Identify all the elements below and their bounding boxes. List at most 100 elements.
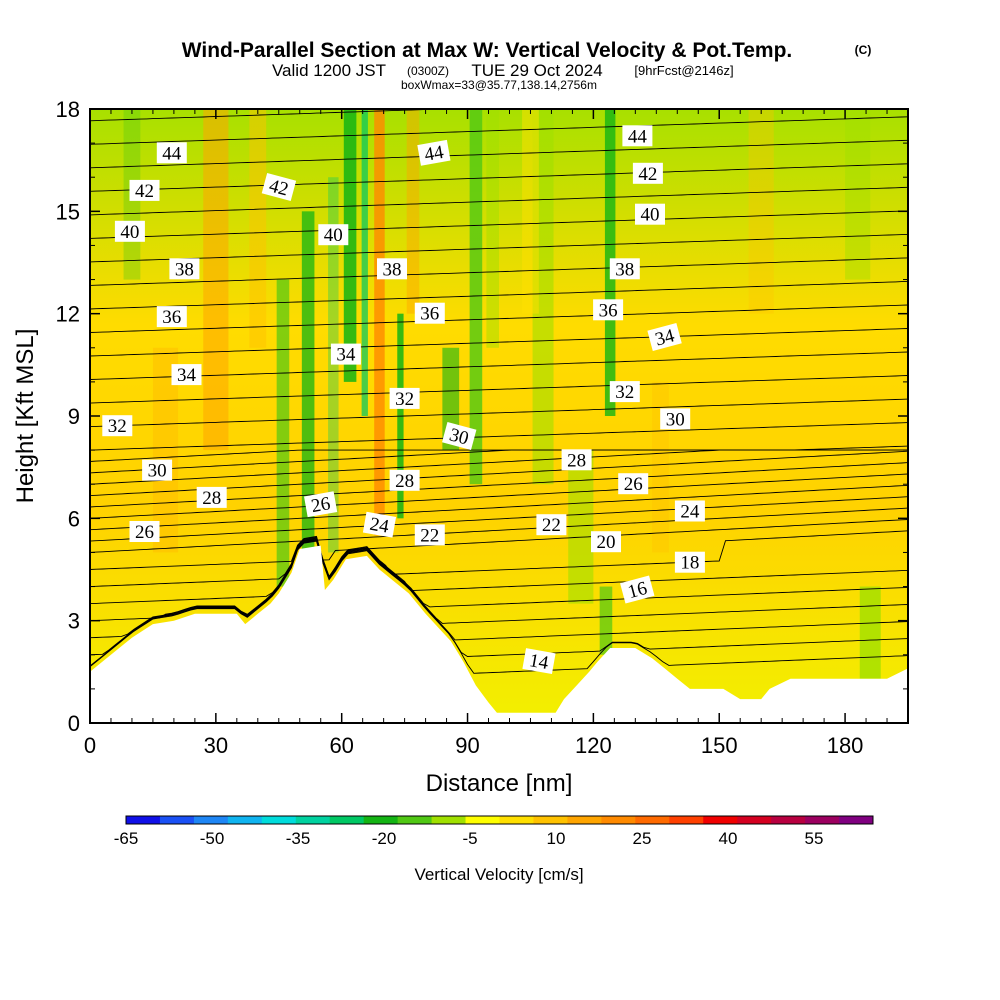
velocity-cell [343, 109, 357, 382]
theta-contour [90, 375, 908, 404]
contour-label-text: 30 [148, 461, 167, 482]
x-tick-label: 120 [575, 733, 612, 758]
velocity-cell [361, 109, 368, 416]
colorbar-label: Vertical Velocity [cm/s] [414, 865, 583, 884]
contour-label-box [522, 648, 556, 675]
x-tick-label: 60 [329, 733, 353, 758]
colorbar-swatch [499, 816, 534, 824]
velocity-cell [522, 109, 539, 314]
theta-contour [90, 210, 908, 239]
y-tick-label: 18 [56, 97, 80, 122]
colorbar-swatch [397, 816, 432, 824]
colorbar-tick-label: -20 [372, 829, 397, 848]
colorbar-tick-label: 10 [547, 829, 566, 848]
contour-label-text: 38 [175, 259, 194, 280]
contour-label-text: 42 [267, 175, 291, 200]
theta-contour [90, 507, 908, 553]
contour-label-box [318, 224, 349, 246]
contour-label-text: 34 [336, 345, 356, 366]
contour-label: 44 [156, 142, 187, 164]
contour-label-text: 16 [626, 578, 650, 603]
y-tick-label: 3 [68, 609, 80, 634]
colorbar-tick-label: -50 [200, 829, 225, 848]
contour-label-text: 42 [135, 181, 154, 202]
potential-temperature-contours [90, 92, 908, 674]
velocity-cell [374, 109, 385, 536]
velocity-cell [568, 450, 594, 604]
theta-contour [90, 422, 908, 451]
colorbar-swatch [805, 816, 840, 824]
box-max-info: boxWmax=33@35.77,138.14,2756m [401, 78, 597, 92]
contour-label-text: 30 [447, 424, 471, 449]
contour-label: 42 [632, 162, 663, 185]
contour-label-text: 32 [108, 416, 127, 437]
contour-label-box [171, 364, 202, 386]
colorbar-swatch [839, 816, 874, 824]
contour-label-box [561, 449, 592, 471]
colorbar-tick-label: 25 [633, 829, 652, 848]
contour-label-box [156, 142, 187, 164]
colorbar-swatch [703, 816, 738, 824]
contour-label: 28 [389, 469, 420, 492]
theta-contour [90, 539, 908, 656]
colorbar-tick-label: -65 [114, 829, 139, 848]
x-axis-ticks: 0 30 60 90 120 150 180 [84, 109, 909, 758]
contour-label-text: 26 [310, 493, 332, 517]
theta-contour [90, 539, 908, 667]
theta-contour [90, 92, 241, 97]
contour-label-text: 24 [680, 502, 700, 523]
contour-label-box [609, 381, 640, 403]
colorbar-swatch [533, 816, 568, 824]
theta-contour [90, 109, 454, 122]
contour-label: 44 [417, 139, 451, 166]
theta-contour [90, 328, 908, 357]
theta-contour [90, 473, 908, 519]
contour-label-text: 40 [120, 222, 139, 243]
contour-label-box [330, 343, 361, 365]
colorbar-swatch [737, 816, 772, 824]
contour-label-box [622, 125, 653, 147]
contour-label: 20 [591, 531, 621, 553]
contour-label-text: 34 [177, 365, 197, 386]
theta-contour [90, 445, 908, 462]
contour-label-text: 44 [423, 142, 446, 166]
velocity-cell [599, 586, 613, 655]
contour-label: 28 [196, 486, 227, 509]
y-tick-label: 12 [56, 302, 80, 327]
theta-contour [90, 304, 908, 333]
x-tick-label: 150 [701, 733, 738, 758]
contour-label-box [609, 258, 640, 280]
velocity-cell [486, 109, 499, 348]
contour-label-box [647, 322, 682, 352]
contour-label-box [674, 500, 705, 522]
velocity-cell [328, 177, 339, 553]
contour-label-box [414, 524, 445, 546]
terrain-mask [90, 545, 908, 723]
valid-date: TUE 29 Oct 2024 [471, 61, 602, 80]
velocity-cell [469, 109, 483, 485]
contour-label-box [196, 486, 227, 508]
contour-label-box [674, 551, 705, 573]
forecast-info: [9hrFcst@2146z] [634, 63, 733, 78]
copyright-mark: (C) [855, 43, 872, 57]
colorbar-swatch [465, 816, 500, 824]
contour-label-box [389, 387, 420, 409]
velocity-cell [276, 279, 290, 587]
contour-label-box [591, 531, 621, 553]
contour-label: 30 [142, 459, 173, 482]
velocity-cell [859, 586, 881, 679]
colorbar-frame [125, 815, 874, 825]
valid-utc: (0300Z) [407, 64, 449, 78]
contour-label-box [414, 302, 445, 324]
theta-contour [90, 351, 908, 380]
velocity-cell [406, 109, 420, 314]
chart-title: Wind-Parallel Section at Max W: Vertical… [182, 39, 793, 62]
contour-label: 24 [674, 500, 705, 523]
contour-label: 38 [609, 258, 640, 280]
contour-label-text: 22 [542, 515, 561, 536]
contour-label-text: 24 [368, 514, 391, 538]
x-tick-label: 30 [204, 733, 228, 758]
contour-label: 26 [304, 491, 338, 517]
